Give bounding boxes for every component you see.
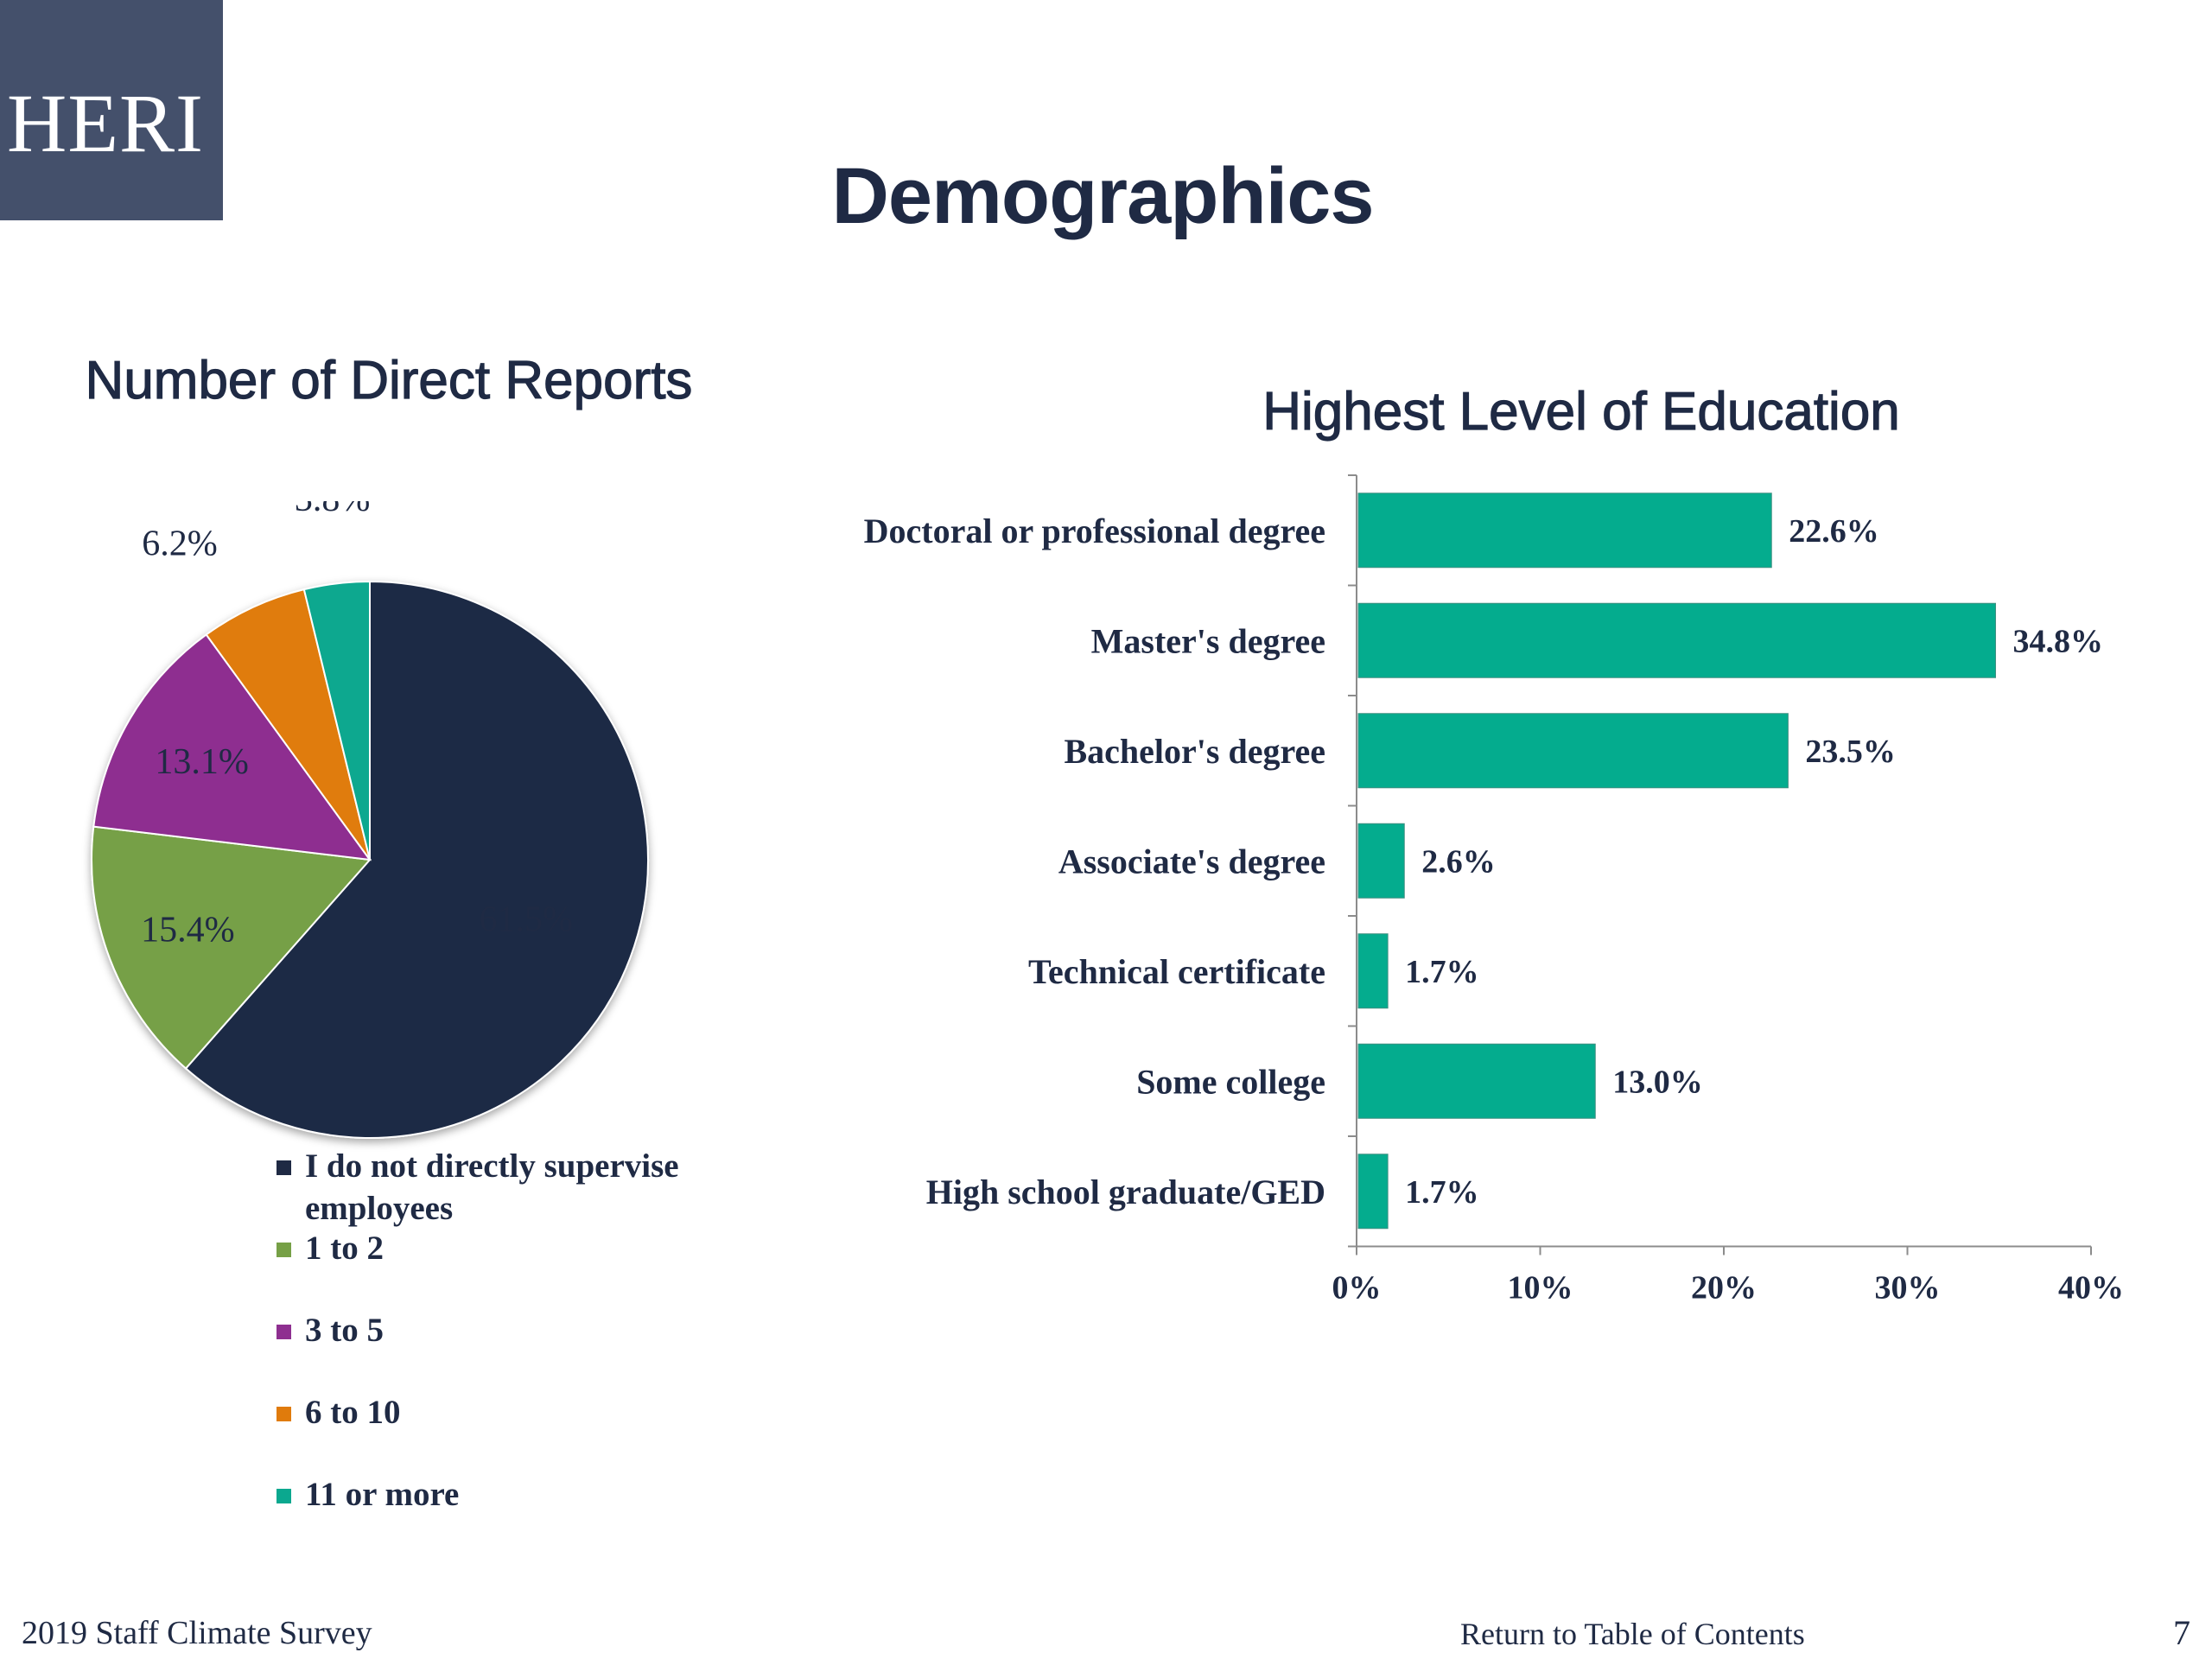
pie-slice	[91, 825, 372, 1070]
survey-name: 2019 Staff Climate Survey	[22, 1615, 372, 1651]
x-tick-label: 0%	[1332, 1270, 1382, 1306]
page-title: Demographics	[0, 151, 2212, 242]
x-tick-label: 40%	[2058, 1270, 2124, 1306]
bar-value-label: 1.7%	[1405, 954, 1479, 990]
legend-label: 1 to 2	[305, 1230, 384, 1267]
bar-category-label: Technical certificate	[1028, 952, 1325, 991]
bar	[1357, 1154, 1389, 1230]
direct-reports-pie-chart: 61.5% 15.4% 13.1% 6.2% 3.8%	[91, 501, 649, 1139]
bar-category-label: Some college	[1136, 1062, 1325, 1101]
pie-chart-title: Number of Direct Reports	[85, 350, 693, 410]
page-title-text: Demographics	[831, 152, 1374, 240]
legend-label: 11 or more	[305, 1476, 460, 1513]
x-tick-label: 30%	[1875, 1270, 1941, 1306]
legend-label: I do not directly supervise employees	[305, 1147, 679, 1227]
bar-category-label: Associate's degree	[1058, 842, 1325, 880]
bar	[1357, 1043, 1596, 1119]
bar	[1357, 933, 1389, 1009]
legend-item: 1 to 2	[276, 1227, 760, 1269]
education-bar-chart: Doctoral or professional degree Master's …	[864, 474, 2124, 1306]
bar-value-label: 22.6%	[1789, 513, 1879, 550]
legend-swatch	[276, 1489, 291, 1503]
legend-swatch	[276, 1160, 291, 1175]
bar-chart-title: Highest Level of Education	[1262, 381, 1901, 442]
pie-slice-label: 61.5%	[479, 899, 573, 939]
bar-category-label: Doctoral or professional degree	[864, 512, 1325, 550]
legend-item: 6 to 10	[276, 1391, 760, 1433]
pie-slice	[205, 588, 371, 861]
pie-slice	[302, 580, 371, 861]
pie-slice	[184, 580, 649, 1139]
bar	[1357, 602, 1996, 678]
logo-text: HERI	[7, 77, 204, 169]
bar	[1357, 823, 1405, 899]
legend-item: I do not directly supervise employees	[276, 1145, 760, 1230]
bar-value-label: 34.8%	[2013, 623, 2104, 659]
legend-label: 3 to 5	[305, 1312, 384, 1349]
bar-category-label: Bachelor's degree	[1064, 732, 1325, 771]
bar-category-label: Master's degree	[1091, 621, 1325, 660]
pie-slice-label: 15.4%	[141, 910, 235, 950]
x-tick-label: 20%	[1691, 1270, 1757, 1306]
legend-swatch	[276, 1407, 291, 1421]
heri-logo: HERI	[0, 0, 223, 220]
x-tick-label: 10%	[1508, 1270, 1573, 1306]
return-to-toc-link[interactable]: Return to Table of Contents	[1460, 1617, 1805, 1651]
bar-value-label: 13.0%	[1612, 1064, 1703, 1100]
page-number: 7	[2173, 1613, 2190, 1652]
bar	[1357, 713, 1789, 789]
bar-value-label: 23.5%	[1805, 734, 1896, 770]
bar-value-label: 1.7%	[1405, 1174, 1479, 1211]
legend-item: 11 or more	[276, 1473, 760, 1516]
legend-item: 3 to 5	[276, 1309, 760, 1351]
bar-value-label: 2.6%	[1421, 843, 1496, 880]
legend-label: 6 to 10	[305, 1394, 401, 1431]
bar	[1357, 493, 1772, 569]
pie-slice-label: 3.8%	[295, 501, 371, 519]
pie-slice-label: 13.1%	[155, 742, 249, 782]
legend-swatch	[276, 1243, 291, 1257]
bar-category-label: High school graduate/GED	[926, 1173, 1325, 1211]
legend-swatch	[276, 1325, 291, 1339]
pie-slice	[92, 633, 372, 861]
pie-slice-label: 6.2%	[142, 524, 218, 564]
